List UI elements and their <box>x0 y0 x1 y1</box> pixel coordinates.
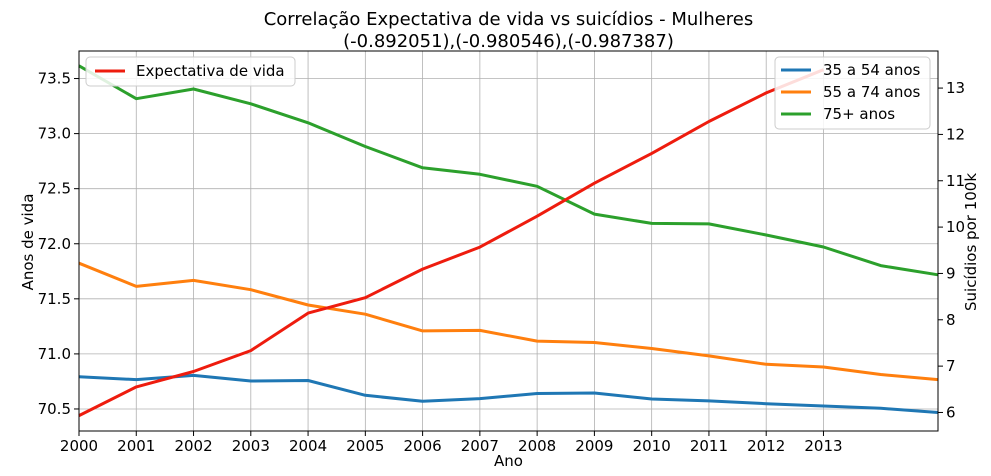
y-left-tick-label: 73.5 <box>38 70 71 88</box>
series-lines <box>78 64 939 417</box>
legend-label-75-plus: 75+ anos <box>823 105 895 123</box>
series-line-right-2 <box>78 64 939 277</box>
y-left-tick-label: 71.0 <box>38 345 71 363</box>
y-right-tick-label: 6 <box>946 403 956 421</box>
y-left-tick-label: 73.0 <box>38 125 71 143</box>
y-right-tick-label: 12 <box>946 125 965 143</box>
chart-title: Correlação Expectativa de vida vs suicíd… <box>264 9 754 30</box>
y-right-tick-label: 7 <box>946 357 956 375</box>
y-right-tick-label: 13 <box>946 79 965 97</box>
x-tick-label: 2007 <box>461 437 499 455</box>
y-right-tick-label: 11 <box>946 172 965 190</box>
x-tick-label: 2001 <box>117 437 155 455</box>
x-tick-label: 2000 <box>60 437 98 455</box>
legend-label-expectativa: Expectativa de vida <box>136 62 285 80</box>
y-left-tick-label: 71.5 <box>38 290 71 308</box>
y-right-tick-label: 9 <box>946 264 956 282</box>
y-left-tick-label: 70.5 <box>38 400 71 418</box>
chart-subtitle: (-0.892051),(-0.980546),(-0.987387) <box>343 31 674 52</box>
x-axis-label: Ano <box>494 452 523 470</box>
x-tick-label: 2003 <box>232 437 270 455</box>
plot-frame <box>78 50 939 432</box>
x-tick-label: 2002 <box>174 437 212 455</box>
y-left-tick-label: 72.0 <box>38 235 71 253</box>
x-tick-label: 2009 <box>575 437 613 455</box>
x-tick-label: 2006 <box>404 437 442 455</box>
y-right-tick-label: 10 <box>946 218 965 236</box>
legend-left-box <box>85 56 296 87</box>
series-line-right-1 <box>78 261 939 382</box>
legend-left: Expectativa de vida <box>85 56 296 87</box>
x-tick-label: 2013 <box>804 437 842 455</box>
series-line-right-0 <box>78 373 939 414</box>
legend-label-55-74: 55 a 74 anos <box>823 83 921 101</box>
x-axis-ticks: 2000 2001 2002 2003 2004 2005 2006 2007 2008 2009… <box>60 431 843 455</box>
legend-right-box <box>774 56 931 130</box>
x-tick-label: 2005 <box>346 437 384 455</box>
x-tick-label: 2004 <box>289 437 327 455</box>
y-right-tick-label: 8 <box>946 311 956 329</box>
y-axis-right-label: Suicídios por 100k <box>962 173 980 311</box>
y-left-tick-label: 72.5 <box>38 180 71 198</box>
x-tick-label: 2010 <box>633 437 671 455</box>
series-line-left-0 <box>78 68 825 417</box>
legend-right: 35 a 54 anos 55 a 74 anos 75+ anos <box>774 56 931 130</box>
y-axis-left-ticks: 70.5 71.0 71.5 72.0 72.5 73.0 73.5 <box>38 70 79 418</box>
x-tick-label: 2008 <box>518 437 556 455</box>
y-axis-left-label: Anos de vida <box>19 194 37 291</box>
x-tick-label: 2011 <box>690 437 728 455</box>
y-axis-right-ticks: 6 7 8 9 10 11 12 13 <box>938 79 965 421</box>
legend-label-35-54: 35 a 54 anos <box>823 61 921 79</box>
x-tick-label: 2012 <box>747 437 785 455</box>
